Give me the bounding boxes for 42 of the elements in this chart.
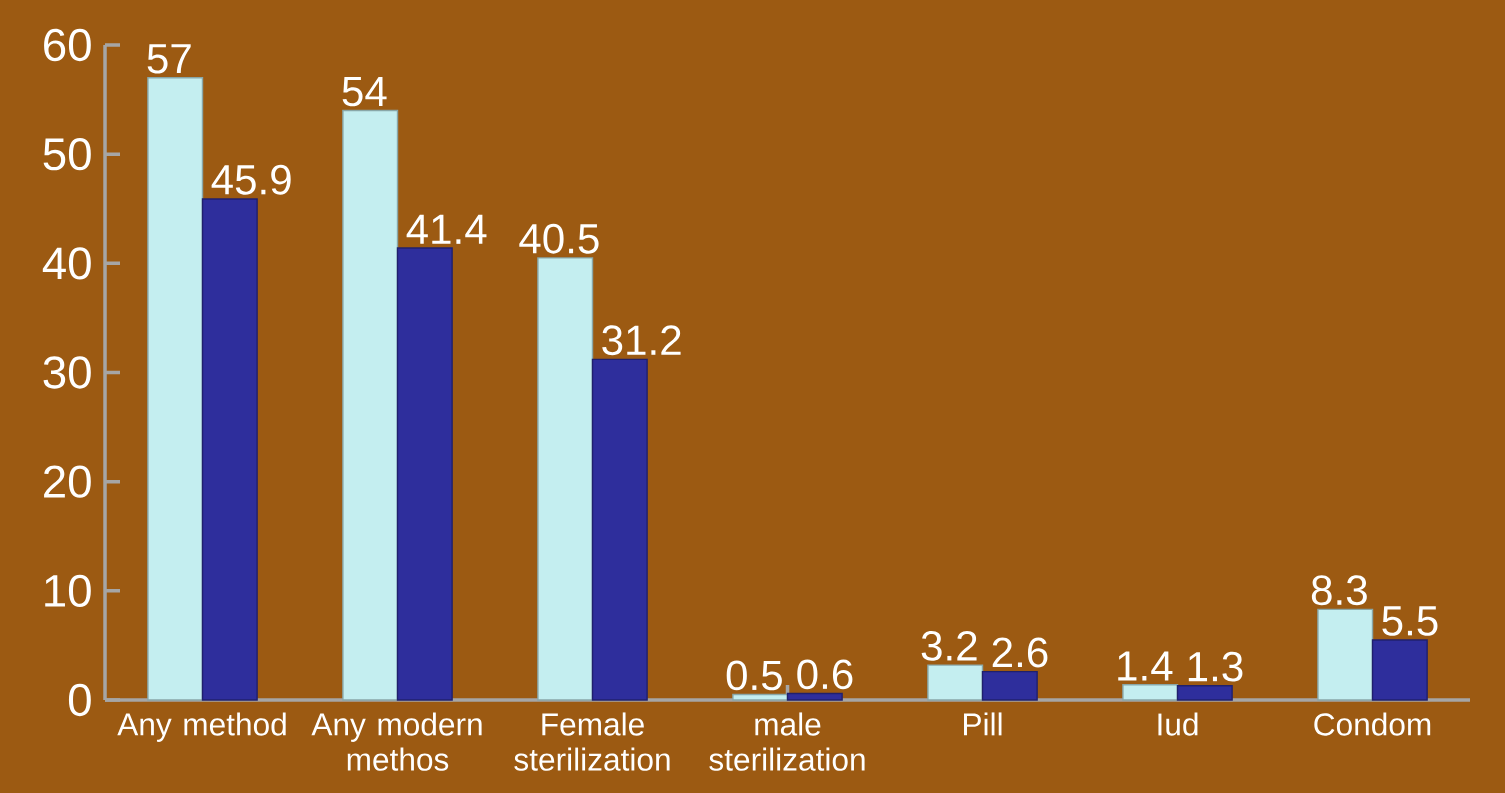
bar bbox=[786, 692, 843, 701]
bar bbox=[927, 664, 984, 701]
data-label: 1.3 bbox=[1188, 651, 1243, 682]
data-label: 5.5 bbox=[1382, 606, 1438, 636]
y-tick-label: 10 bbox=[45, 574, 91, 608]
y-tick-label: 0 bbox=[68, 683, 91, 717]
y-tick-label: 50 bbox=[43, 137, 91, 171]
data-label: 41.4 bbox=[406, 214, 487, 244]
bar bbox=[1317, 608, 1374, 701]
data-label: 3.2 bbox=[921, 631, 977, 661]
y-tick-label: 60 bbox=[44, 28, 91, 62]
data-label: 45.9 bbox=[211, 164, 291, 195]
bar bbox=[591, 358, 648, 701]
data-label: 1.4 bbox=[1118, 651, 1173, 681]
y-tick-label: 30 bbox=[43, 356, 91, 389]
y-tick-label: 20 bbox=[44, 465, 91, 498]
data-label: 0.6 bbox=[797, 659, 853, 690]
data-label: 54 bbox=[342, 76, 387, 107]
y-tick-label: 40 bbox=[42, 247, 91, 280]
x-tick-label: Pill bbox=[964, 712, 1002, 736]
data-label: 2.6 bbox=[992, 637, 1048, 668]
x-tick-label: Female sterilization bbox=[514, 712, 670, 771]
data-label: 0.5 bbox=[726, 660, 782, 691]
x-tick-label: Condom bbox=[1314, 712, 1431, 736]
bar bbox=[1176, 685, 1233, 701]
bar bbox=[537, 257, 594, 701]
data-label: 57 bbox=[147, 44, 191, 74]
bar bbox=[981, 670, 1038, 701]
bar bbox=[147, 77, 204, 701]
bar bbox=[1122, 684, 1179, 701]
x-tick-label: Any method bbox=[117, 712, 286, 742]
bar bbox=[396, 247, 453, 701]
data-label: 40.5 bbox=[519, 223, 599, 254]
bar bbox=[1371, 639, 1428, 701]
x-tick-label: Any modern methos bbox=[311, 712, 482, 771]
bar bbox=[732, 693, 789, 701]
bar bbox=[201, 198, 258, 701]
x-tick-label: male sterilization bbox=[709, 712, 865, 771]
data-label: 31.2 bbox=[602, 325, 681, 356]
data-label: 8.3 bbox=[1311, 575, 1367, 606]
bar bbox=[342, 109, 399, 701]
x-tick-label: Iud bbox=[1158, 712, 1198, 736]
